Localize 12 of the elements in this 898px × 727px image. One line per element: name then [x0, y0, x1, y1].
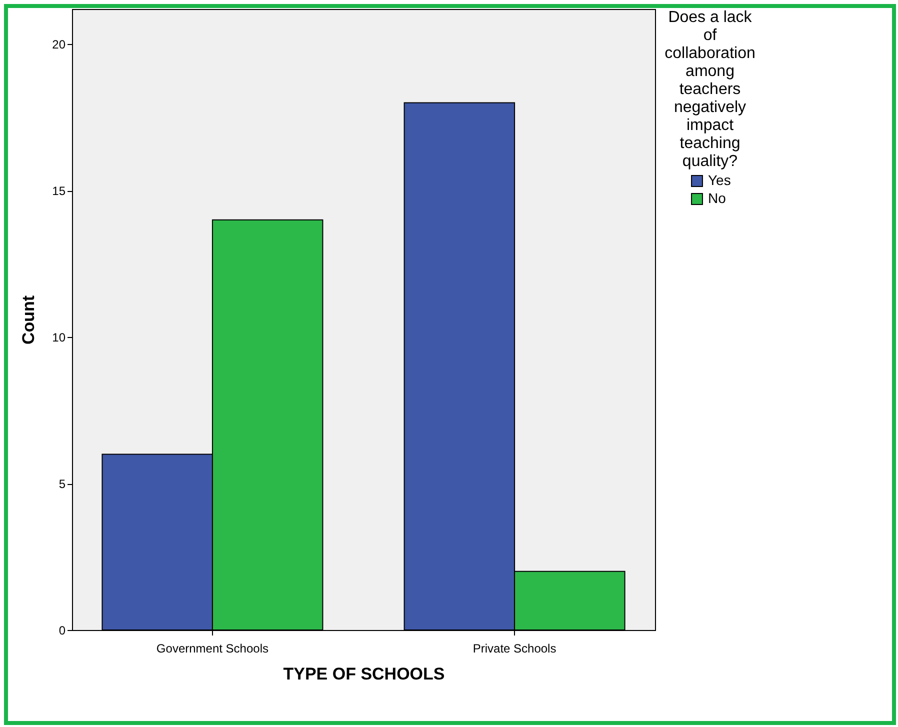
legend-label: Yes [708, 172, 731, 188]
x-tick-label: Government Schools [156, 642, 268, 656]
text: Does a lack of collaboration among teachers negatively impact teaching quality? [664, 9, 756, 170]
y-tick-label: 15 [52, 184, 66, 198]
y-axis-title: Count [19, 295, 38, 345]
x-tick-label: Private Schools [472, 642, 556, 656]
y-tick-label: 10 [52, 330, 66, 345]
y-tick-label: 5 [58, 477, 66, 492]
y-tick-label: 20 [52, 38, 66, 52]
y-tick-label: 0 [58, 624, 66, 638]
x-axis-title: TYPE OF SCHOOLS [283, 664, 445, 684]
legend-label: No [708, 190, 726, 206]
